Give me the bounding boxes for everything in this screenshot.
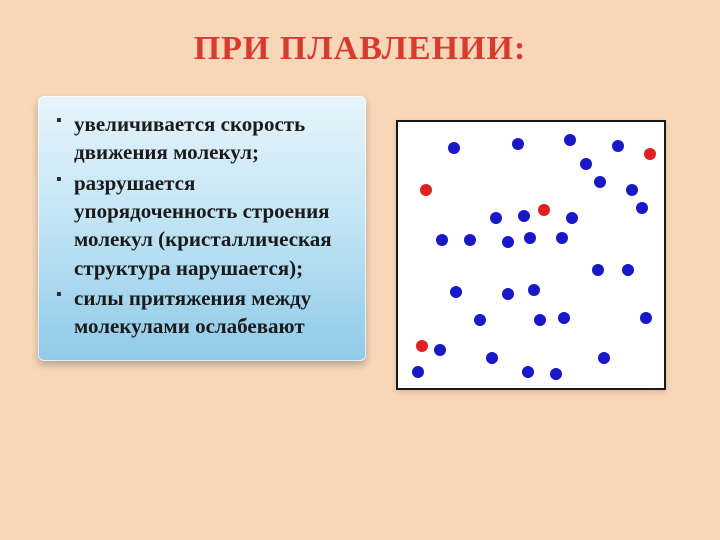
blue-molecule-dot [580,158,592,170]
blue-molecule-dot [566,212,578,224]
blue-molecule-dot [598,352,610,364]
blue-molecule-dot [512,138,524,150]
blue-molecule-dot [528,284,540,296]
blue-molecule-dot [564,134,576,146]
blue-molecule-dot [558,312,570,324]
blue-molecule-dot [502,236,514,248]
blue-molecule-dot [464,234,476,246]
blue-molecule-dot [550,368,562,380]
blue-molecule-dot [502,288,514,300]
blue-molecule-dot [522,366,534,378]
blue-molecule-dot [636,202,648,214]
blue-molecule-dot [556,232,568,244]
bullet-item: разрушается упорядоченность строения мол… [52,169,352,282]
blue-molecule-dot [450,286,462,298]
blue-molecule-dot [622,264,634,276]
red-molecule-dot [644,148,656,160]
blue-molecule-dot [448,142,460,154]
blue-molecule-dot [474,314,486,326]
blue-molecule-dot [534,314,546,326]
blue-molecule-dot [412,366,424,378]
blue-molecule-dot [518,210,530,222]
blue-molecule-dot [594,176,606,188]
text-panel: увеличивается скорость движения молекул;… [38,96,366,361]
content-row: увеличивается скорость движения молекул;… [0,68,720,390]
red-molecule-dot [538,204,550,216]
red-molecule-dot [416,340,428,352]
blue-molecule-dot [640,312,652,324]
bullet-list: увеличивается скорость движения молекул;… [52,110,352,341]
blue-molecule-dot [626,184,638,196]
blue-molecule-dot [592,264,604,276]
red-molecule-dot [420,184,432,196]
blue-molecule-dot [486,352,498,364]
blue-molecule-dot [524,232,536,244]
blue-molecule-dot [490,212,502,224]
bullet-item: увеличивается скорость движения молекул; [52,110,352,167]
blue-molecule-dot [436,234,448,246]
molecule-diagram [396,120,666,390]
slide-title: ПРИ ПЛАВЛЕНИИ: [0,0,720,68]
bullet-item: силы притяжения между молекулами ослабев… [52,284,352,341]
blue-molecule-dot [612,140,624,152]
blue-molecule-dot [434,344,446,356]
